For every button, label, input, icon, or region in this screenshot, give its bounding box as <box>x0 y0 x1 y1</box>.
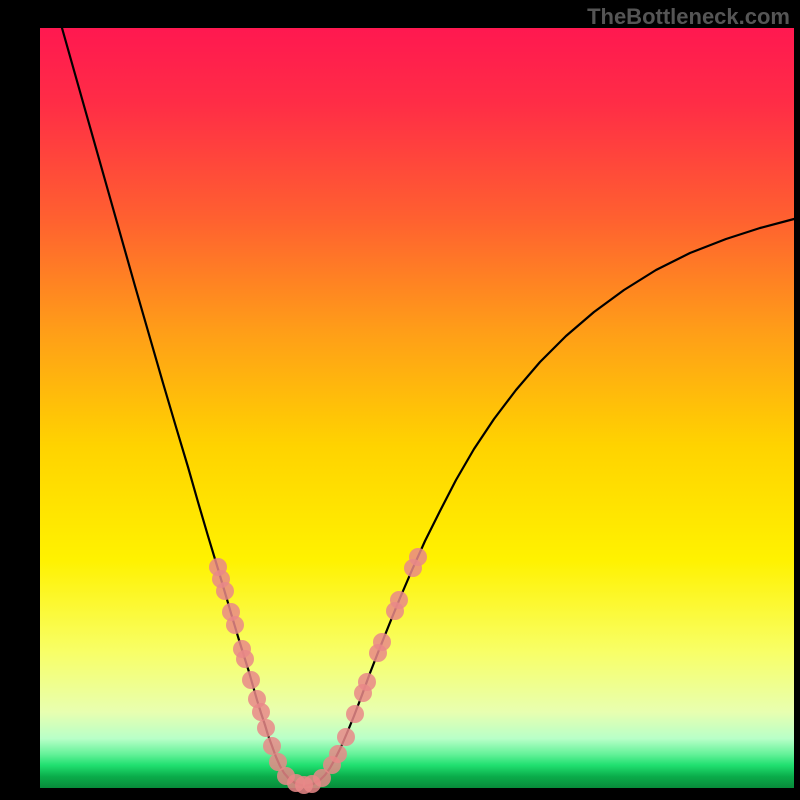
data-marker <box>226 616 244 634</box>
data-marker <box>329 745 347 763</box>
data-marker <box>257 719 275 737</box>
chart-plot-area <box>40 28 794 788</box>
data-marker <box>373 633 391 651</box>
data-marker <box>242 671 260 689</box>
data-marker <box>390 591 408 609</box>
data-marker <box>409 548 427 566</box>
data-marker <box>358 673 376 691</box>
data-marker <box>337 728 355 746</box>
data-marker <box>252 703 270 721</box>
data-marker <box>216 582 234 600</box>
watermark-text: TheBottleneck.com <box>587 4 790 30</box>
data-marker <box>263 737 281 755</box>
data-marker <box>236 650 254 668</box>
chart-container: { "watermark": { "text": "TheBottleneck.… <box>0 0 800 800</box>
bottleneck-chart <box>0 0 800 800</box>
data-marker <box>346 705 364 723</box>
